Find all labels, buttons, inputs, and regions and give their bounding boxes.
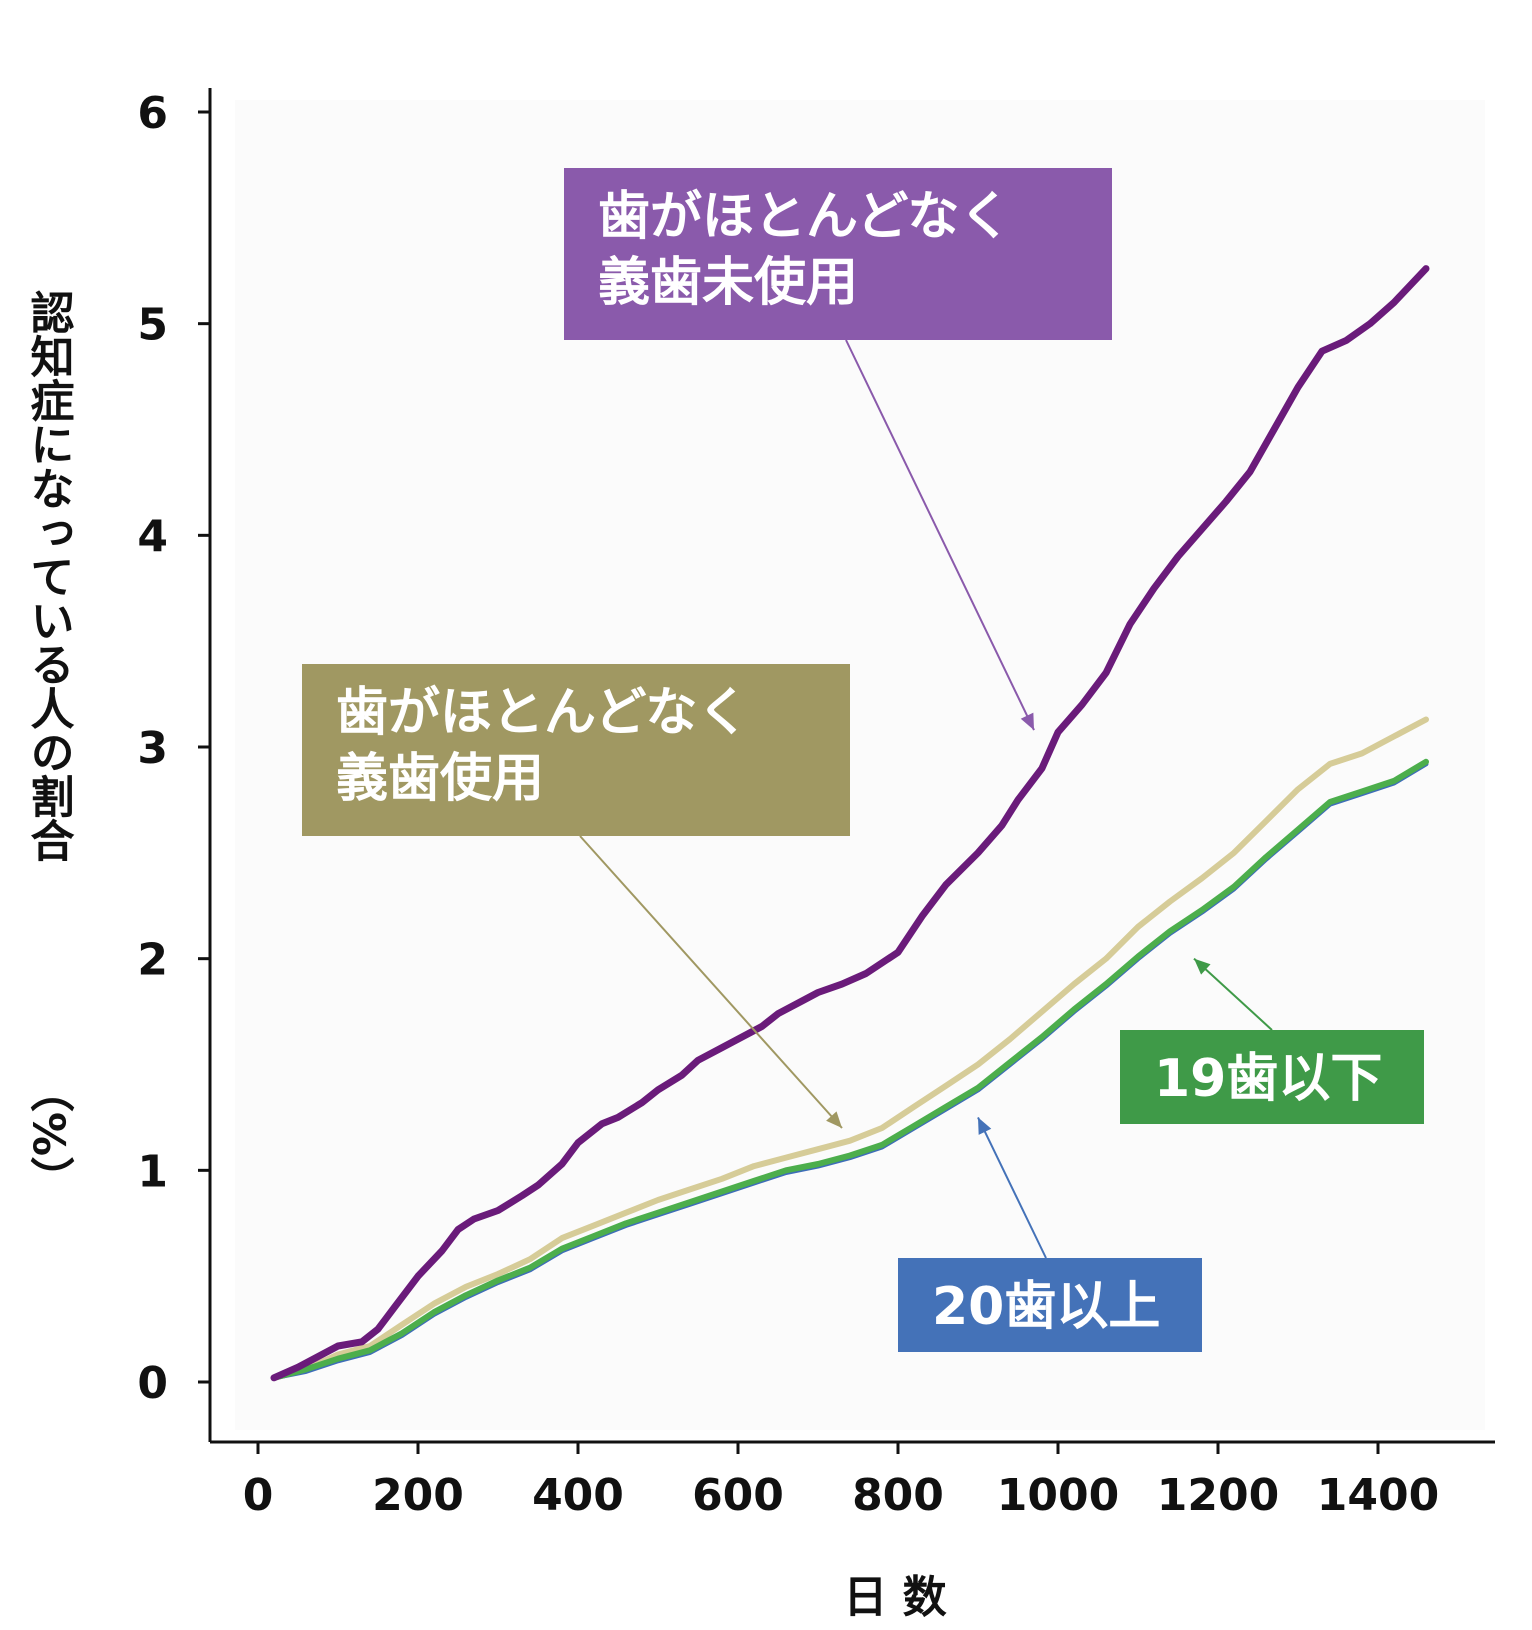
annotation-leader: [579, 835, 843, 1129]
annotation-arrowhead: [1194, 958, 1211, 975]
annotation-text: 19歯以下: [1154, 1049, 1382, 1109]
annotation-leader: [845, 339, 1035, 731]
annotation-box: [898, 1258, 1202, 1352]
y-tick-label: 6: [137, 88, 168, 139]
annotation-box: [1120, 1030, 1424, 1124]
y-ticks: 0 1 2 3 4 5 6: [137, 88, 210, 1409]
y-axis-title-text: 認知症になっている人の割合: [23, 290, 75, 862]
x-ticks: 0 200 400 600 800 1000 1200 1400: [243, 1442, 1439, 1521]
series-line-3: [271, 758, 1429, 1381]
y-tick-label: 0: [137, 1358, 168, 1409]
x-tick-label: 800: [852, 1470, 944, 1521]
x-tick-label: 600: [692, 1470, 784, 1521]
y-tick-label: 5: [137, 300, 168, 351]
y-axis-unit-text: （%）: [23, 1068, 75, 1200]
axes: [208, 88, 1495, 1444]
annotation-text: 義歯未使用: [598, 253, 858, 313]
annotation-arrowhead: [826, 1111, 842, 1128]
y-tick-label: 4: [137, 511, 168, 562]
annotation-text: 20歯以上: [932, 1277, 1160, 1337]
x-tick-label: 400: [532, 1470, 624, 1521]
series-line-1: [271, 716, 1429, 1381]
annotation-leader: [977, 1116, 1047, 1259]
annotation-text: 義歯使用: [336, 749, 544, 809]
x-tick-label: 1000: [997, 1470, 1119, 1521]
annotation-leader: [1193, 957, 1273, 1031]
annotation-box: [564, 168, 1112, 340]
annotation-box: [302, 664, 850, 836]
y-tick-label: 1: [137, 1146, 168, 1197]
x-tick-label: 1200: [1157, 1470, 1279, 1521]
x-axis-title: 日 数: [843, 1572, 946, 1623]
annotation-arrowhead: [978, 1117, 992, 1135]
annotation-2: 19歯以下: [1120, 957, 1424, 1124]
annotation-3: 20歯以上: [898, 1116, 1202, 1352]
series-layer: [270, 265, 1430, 1382]
annotation-arrowhead: [1020, 712, 1034, 731]
y-tick-label: 3: [137, 723, 168, 774]
y-axis-title: 認知症になっている人の割合 （%）: [23, 290, 75, 1200]
annotation-text: 歯がほとんどなく: [598, 187, 1011, 247]
y-tick-label: 2: [137, 935, 168, 986]
x-tick-label: 200: [372, 1470, 464, 1521]
x-tick-label: 1400: [1317, 1470, 1439, 1521]
annotation-text: 歯がほとんどなく: [336, 683, 749, 743]
series-line-0: [270, 265, 1430, 1382]
x-tick-label: 0: [243, 1470, 274, 1521]
